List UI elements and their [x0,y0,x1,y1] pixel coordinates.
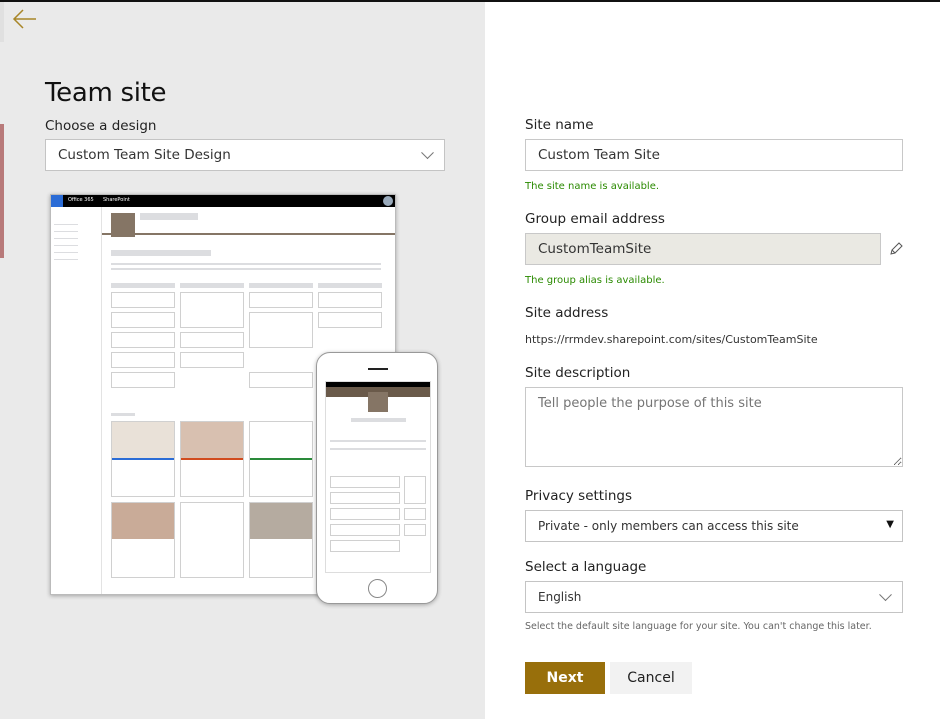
suite-bar: Office 365 SharePoint [51,195,395,207]
page-title: Team site [45,78,167,108]
site-address-label: Site address [525,305,609,321]
design-preview-phone [316,352,438,604]
avatar [383,196,393,206]
chevron-down-icon [879,588,892,602]
next-button[interactable]: Next [525,662,605,694]
privacy-select[interactable]: Private - only members can access this s… [525,510,903,542]
top-border [0,0,940,2]
design-value: Custom Team Site Design [58,147,231,163]
group-email-input: CustomTeamSite [525,233,881,265]
home-button-icon [368,579,387,598]
group-email-label: Group email address [525,211,665,227]
site-name-label: Site name [525,117,594,133]
design-label: Choose a design [45,118,157,134]
edit-pencil-icon[interactable] [889,241,904,256]
background-strip [0,124,4,258]
back-arrow-icon[interactable] [12,8,38,30]
privacy-label: Privacy settings [525,488,633,504]
language-label: Select a language [525,559,647,575]
suite-bar-app: Office 365 [68,197,94,203]
language-value: English [538,590,582,604]
privacy-value: Private - only members can access this s… [538,519,799,533]
site-name-status: The site name is available. [525,181,660,192]
site-address-value: https://rrmdev.sharepoint.com/sites/Cust… [525,333,818,346]
language-dropdown[interactable]: English [525,581,903,613]
site-description-label: Site description [525,365,631,381]
cancel-button[interactable]: Cancel [610,662,692,694]
site-description-input[interactable] [525,387,903,467]
language-hint: Select the default site language for you… [525,621,872,632]
group-email-value: CustomTeamSite [538,241,652,257]
background-edge [0,2,4,42]
suite-bar-product: SharePoint [103,197,130,203]
design-dropdown[interactable]: Custom Team Site Design [45,139,445,171]
dropdown-triangle-icon: ▼ [886,519,894,530]
chevron-down-icon [421,146,434,160]
app-launcher-icon [51,195,63,207]
group-email-status: The group alias is available. [525,275,665,286]
site-name-input[interactable]: Custom Team Site [525,139,903,171]
site-name-value: Custom Team Site [538,147,660,163]
